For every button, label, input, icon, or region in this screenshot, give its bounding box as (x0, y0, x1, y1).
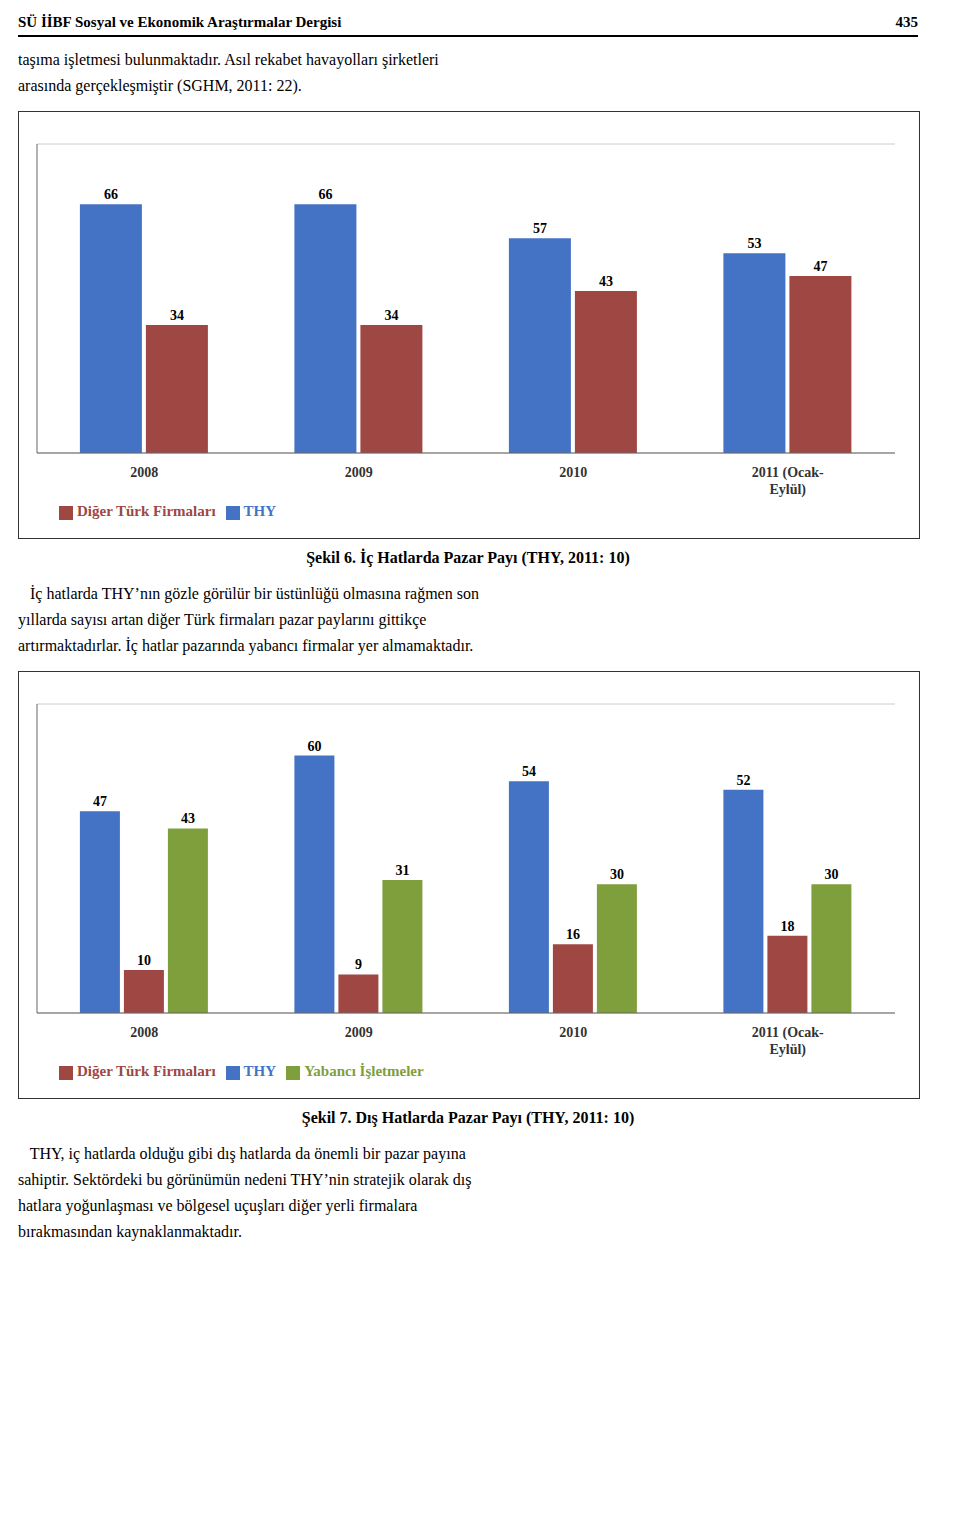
html-text:SÜ İİBF Sosyal ve Ekonomik Ara: SÜ İİBF Sosyal ve Ekonomik Araştırmalar … (18, 14, 342, 30)
svg-text:31: 31 (395, 863, 409, 878)
svg-text:43: 43 (181, 811, 195, 826)
html-text:sahiptir. Sektördeki bu görünü: sahiptir. Sektördeki bu görünümün nedeni… (18, 1171, 472, 1188)
html-text:Diğer Türk Firmaları: Diğer Türk Firmaları (77, 1063, 216, 1079)
html-text:İç hatlarda THY’nın gözle görü: İç hatlarda THY’nın gözle görülür bir üs… (18, 585, 479, 602)
svg-text:53: 53 (747, 236, 761, 251)
svg-text:60: 60 (307, 739, 321, 754)
html-text:Diğer Türk Firmaları: Diğer Türk Firmaları (77, 503, 216, 519)
svg-text:66: 66 (318, 187, 332, 202)
svg-text:2008: 2008 (130, 1025, 158, 1040)
svg-text:2011 (Ocak-Eylül): 2011 (Ocak-Eylül) (752, 465, 824, 498)
svg-text:2009: 2009 (345, 1025, 373, 1040)
svg-text:34: 34 (384, 308, 398, 323)
svg-text:18: 18 (780, 919, 794, 934)
html-text:Şekil 6. İç Hatlarda Pazar Pay: Şekil 6. İç Hatlarda Pazar Payı (THY, 20… (306, 549, 630, 566)
html-text:435: 435 (895, 14, 918, 30)
svg-text:54: 54 (522, 764, 536, 779)
svg-text:30: 30 (824, 867, 838, 882)
svg-text:34: 34 (170, 308, 184, 323)
html-text:THY: THY (243, 503, 277, 519)
svg-text:52: 52 (736, 773, 750, 788)
svg-text:2008: 2008 (130, 465, 158, 480)
svg-text:2010: 2010 (559, 1025, 587, 1040)
html-text:Şekil 7. Dış Hatlarda Pazar Pa: Şekil 7. Dış Hatlarda Pazar Payı (THY, 2… (301, 1109, 635, 1126)
html-text:Yabancı İşletmeler: Yabancı İşletmeler (304, 1063, 424, 1079)
svg-text:2010: 2010 (559, 465, 587, 480)
svg-text:2011 (Ocak-Eylül): 2011 (Ocak-Eylül) (752, 1025, 824, 1058)
svg-text:16: 16 (566, 927, 580, 942)
html-text:yıllarda sayısı artan diğer Tü: yıllarda sayısı artan diğer Türk firmala… (18, 611, 427, 628)
svg-text:30: 30 (610, 867, 624, 882)
html-text:arasında gerçekleşmiştir (SGHM: arasında gerçekleşmiştir (SGHM, 2011: 22… (18, 77, 302, 94)
svg-text:10: 10 (137, 953, 151, 968)
html-text:artırmaktadırlar. İç hatlar pa: artırmaktadırlar. İç hatlar pazarında ya… (18, 637, 474, 654)
html-text:THY: THY (243, 1063, 277, 1079)
html-text:bırakmasından kaynaklanmaktadı: bırakmasından kaynaklanmaktadır. (18, 1223, 242, 1240)
svg-text:47: 47 (813, 259, 827, 274)
html-text:hatlara yoğunlaşması ve bölges: hatlara yoğunlaşması ve bölgesel uçuşlar… (18, 1197, 418, 1214)
svg-text:57: 57 (533, 221, 547, 236)
svg-text:47: 47 (93, 794, 107, 809)
svg-text:43: 43 (599, 274, 613, 289)
svg-text:2009: 2009 (345, 465, 373, 480)
svg-text:9: 9 (355, 957, 362, 972)
html-text:taşıma işletmesi bulunmaktadır: taşıma işletmesi bulunmaktadır. Asıl rek… (18, 51, 439, 68)
svg-text:66: 66 (104, 187, 118, 202)
html-text:THY, iç hatlarda olduğu gibi d: THY, iç hatlarda olduğu gibi dış hatlard… (18, 1145, 466, 1162)
